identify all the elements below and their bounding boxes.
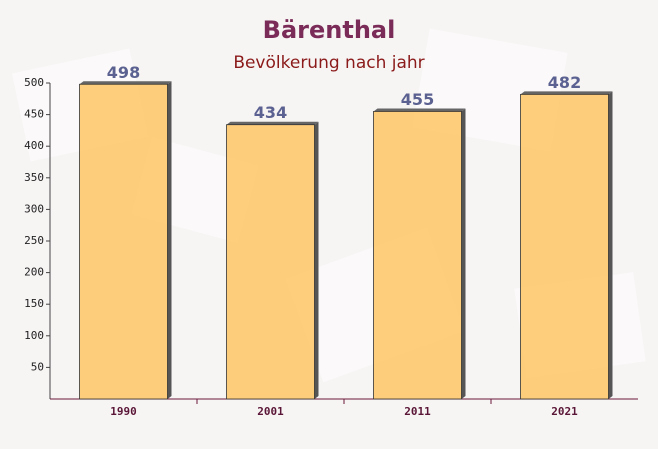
y-tick-label: 450: [24, 108, 44, 121]
value-label: 455: [401, 90, 434, 109]
y-tick-label: 350: [24, 171, 44, 184]
bar-shadow: [167, 81, 172, 399]
bar-shadow: [226, 121, 319, 125]
bar: [226, 124, 315, 400]
bar: [373, 111, 462, 400]
chart-title: Bärenthal: [263, 16, 396, 44]
bar-shadow: [461, 108, 466, 399]
value-label: 498: [107, 63, 140, 82]
bar-shadow: [520, 91, 613, 95]
value-label: 434: [254, 103, 287, 122]
value-label: 482: [548, 73, 581, 92]
chart-subtitle: Bevölkerung nach jahr: [233, 53, 424, 73]
y-tick-label: 200: [24, 266, 44, 279]
bar: [520, 93, 609, 400]
y-tick-label: 300: [24, 202, 44, 215]
bar-shadow: [608, 91, 613, 399]
x-tick-label: 2021: [551, 405, 578, 418]
bar-shadow: [79, 81, 172, 85]
y-tick-label: 100: [24, 329, 44, 342]
y-tick-label: 150: [24, 297, 44, 310]
y-tick-label: 50: [31, 360, 44, 373]
bar-shadow: [314, 121, 319, 399]
x-tick-label: 1990: [110, 405, 137, 418]
bar: [79, 83, 168, 400]
x-tick-label: 2001: [257, 405, 284, 418]
y-tick-label: 500: [24, 76, 44, 89]
bar-shadow: [373, 108, 466, 112]
y-tick-label: 400: [24, 139, 44, 152]
x-tick-label: 2011: [404, 405, 431, 418]
y-tick-label: 250: [24, 234, 44, 247]
